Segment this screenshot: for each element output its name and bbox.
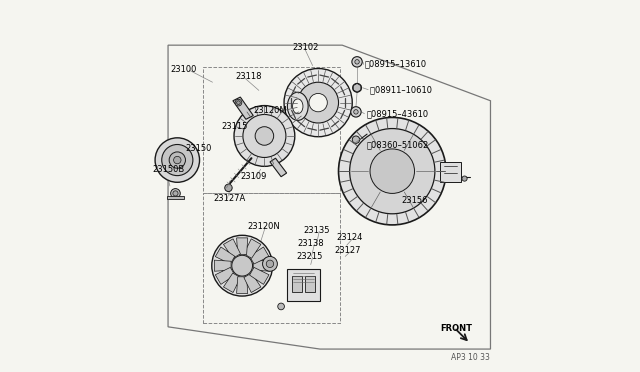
- Polygon shape: [250, 267, 269, 284]
- Circle shape: [266, 260, 274, 267]
- Circle shape: [225, 184, 232, 192]
- Polygon shape: [233, 97, 253, 119]
- Circle shape: [354, 110, 358, 114]
- Ellipse shape: [287, 92, 308, 121]
- Circle shape: [169, 152, 186, 168]
- Circle shape: [232, 255, 253, 276]
- Circle shape: [234, 106, 295, 166]
- Circle shape: [173, 191, 178, 196]
- Circle shape: [339, 118, 446, 225]
- Circle shape: [284, 68, 352, 137]
- Text: 23156: 23156: [401, 196, 428, 205]
- Circle shape: [309, 93, 327, 112]
- Circle shape: [255, 127, 274, 145]
- Bar: [167, 196, 184, 199]
- Bar: [305, 276, 315, 292]
- Text: 23150B: 23150B: [152, 165, 185, 174]
- Circle shape: [262, 256, 277, 271]
- Circle shape: [298, 82, 339, 123]
- Polygon shape: [215, 267, 235, 284]
- Text: 23127: 23127: [334, 246, 360, 255]
- Text: 23138: 23138: [298, 239, 324, 248]
- Polygon shape: [253, 260, 270, 271]
- Polygon shape: [214, 260, 231, 271]
- Bar: [287, 269, 320, 301]
- Bar: [204, 67, 340, 193]
- Polygon shape: [237, 238, 248, 254]
- Polygon shape: [223, 273, 241, 292]
- Circle shape: [355, 60, 359, 64]
- Text: Ⓥ08915–13610: Ⓥ08915–13610: [364, 59, 427, 68]
- Circle shape: [235, 99, 242, 106]
- Text: 23124: 23124: [337, 233, 363, 243]
- Circle shape: [155, 138, 200, 182]
- Text: 23109: 23109: [240, 172, 267, 181]
- Circle shape: [462, 176, 467, 181]
- Text: Ⓥ08915–43610: Ⓥ08915–43610: [366, 109, 428, 118]
- Bar: [204, 193, 340, 323]
- Circle shape: [352, 136, 360, 143]
- Bar: [292, 276, 302, 292]
- Text: Ⓢ08360–51062: Ⓢ08360–51062: [366, 141, 429, 150]
- Circle shape: [237, 101, 240, 105]
- Circle shape: [370, 149, 415, 193]
- Text: 23120M: 23120M: [253, 106, 287, 115]
- Text: 23102: 23102: [292, 42, 319, 51]
- Circle shape: [278, 303, 284, 310]
- Text: FRONT: FRONT: [440, 324, 472, 333]
- Circle shape: [349, 129, 435, 214]
- Text: 23118: 23118: [236, 72, 262, 81]
- Text: 23150: 23150: [186, 144, 212, 153]
- Circle shape: [243, 115, 286, 157]
- Circle shape: [351, 107, 361, 117]
- Circle shape: [171, 189, 180, 198]
- Polygon shape: [244, 239, 261, 258]
- Circle shape: [173, 156, 181, 164]
- Text: 23215: 23215: [296, 252, 323, 261]
- Circle shape: [353, 83, 362, 92]
- Polygon shape: [244, 273, 261, 292]
- Text: 23127A: 23127A: [214, 195, 246, 203]
- Text: Ⓝ​08911–10610: Ⓝ​08911–10610: [370, 85, 432, 94]
- Polygon shape: [237, 277, 248, 294]
- Text: 23115: 23115: [221, 122, 248, 131]
- Text: 23100: 23100: [170, 65, 196, 74]
- Text: AP3 10 33: AP3 10 33: [451, 353, 490, 362]
- Circle shape: [222, 245, 262, 286]
- Text: 23120N: 23120N: [248, 222, 280, 231]
- Circle shape: [212, 235, 273, 296]
- Polygon shape: [270, 158, 287, 177]
- Ellipse shape: [292, 99, 303, 114]
- Circle shape: [352, 57, 362, 67]
- Circle shape: [162, 144, 193, 176]
- Text: 23135: 23135: [303, 226, 330, 235]
- Bar: [440, 162, 461, 182]
- Polygon shape: [250, 247, 269, 264]
- Polygon shape: [223, 239, 241, 258]
- Polygon shape: [215, 247, 235, 264]
